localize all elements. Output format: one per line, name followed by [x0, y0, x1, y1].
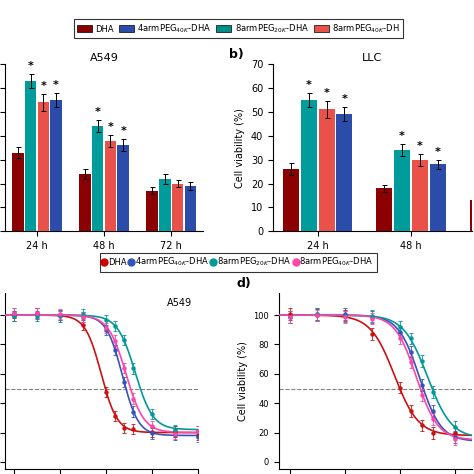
Bar	[184, 186, 196, 231]
Bar	[470, 201, 474, 231]
Text: *: *	[324, 88, 329, 98]
Text: *: *	[417, 141, 423, 151]
Bar	[394, 150, 410, 231]
Text: *: *	[306, 80, 312, 90]
Text: *: *	[120, 127, 126, 137]
Title: LLC: LLC	[362, 53, 383, 63]
Text: b): b)	[229, 48, 244, 61]
Bar	[376, 188, 392, 231]
Bar	[412, 160, 428, 231]
Text: *: *	[27, 61, 34, 71]
Text: *: *	[40, 81, 46, 91]
Text: *: *	[108, 122, 113, 132]
Bar	[37, 102, 49, 231]
Bar	[79, 174, 91, 231]
Text: *: *	[95, 107, 100, 118]
Text: *: *	[435, 147, 440, 157]
Bar	[337, 114, 352, 231]
Legend: DHA, 4armPEG$_{40K}$-DHA, 8armPEG$_{20K}$-DHA, 8armPEG$_{40K}$-DH: DHA, 4armPEG$_{40K}$-DHA, 8armPEG$_{20K}…	[73, 19, 403, 38]
Legend: DHA, 4armPEG$_{40K}$-DHA, 8armPEG$_{20K}$-DHA, 8armPEG$_{40K}$-DHA: DHA, 4armPEG$_{40K}$-DHA, 8armPEG$_{20K}…	[100, 253, 377, 272]
Title: A549: A549	[90, 53, 118, 63]
Bar	[118, 146, 129, 231]
Bar	[172, 183, 183, 231]
Bar	[159, 179, 171, 231]
Bar	[105, 141, 116, 231]
Bar	[25, 81, 36, 231]
Y-axis label: Cell viability (%): Cell viability (%)	[237, 341, 248, 421]
Text: d): d)	[236, 276, 251, 290]
Bar	[12, 153, 24, 231]
Bar	[50, 100, 62, 231]
Bar	[92, 126, 103, 231]
Text: *: *	[341, 94, 347, 104]
Bar	[283, 169, 299, 231]
Text: A549: A549	[167, 298, 192, 309]
Text: *: *	[399, 131, 405, 141]
Y-axis label: Cell viability (%): Cell viability (%)	[235, 108, 246, 188]
Bar	[301, 100, 317, 231]
Bar	[319, 109, 335, 231]
Text: *: *	[53, 80, 59, 90]
Bar	[429, 164, 446, 231]
Bar	[146, 191, 158, 231]
